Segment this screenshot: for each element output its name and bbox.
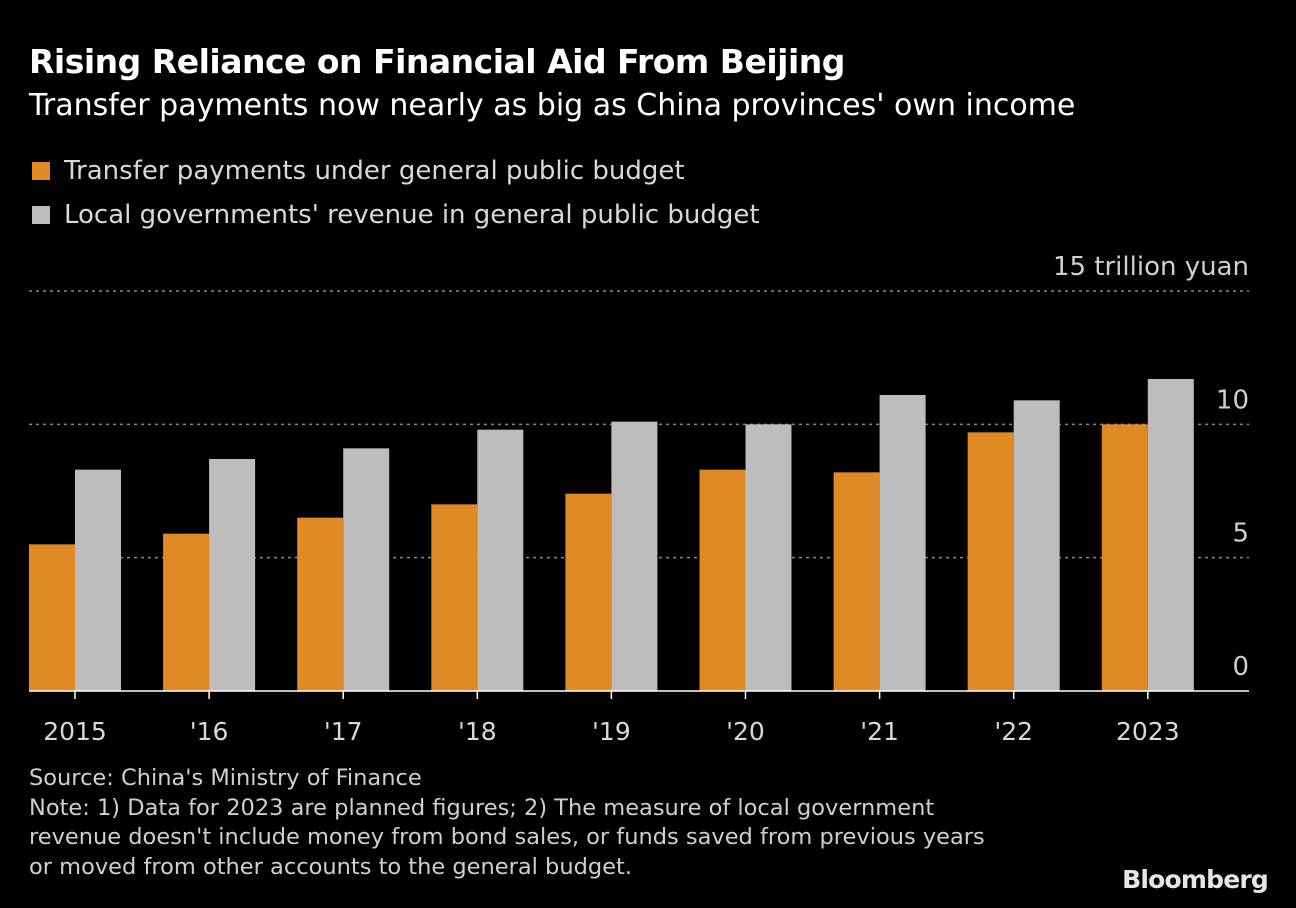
bar-transfer-3 xyxy=(431,504,478,691)
bar-transfer-0 xyxy=(29,544,75,691)
bar-revenue-5 xyxy=(745,424,792,691)
x-tick-label-4: '19 xyxy=(592,717,631,746)
y-tick-label-5: 5 xyxy=(1232,519,1249,549)
note-line-3: or moved from other accounts to the gene… xyxy=(29,853,632,880)
x-tick-label-7: '22 xyxy=(994,717,1033,746)
bar-revenue-3 xyxy=(477,429,524,691)
x-tick-label-6: '21 xyxy=(860,717,899,746)
legend-item-revenue: Local governments' revenue in general pu… xyxy=(32,200,760,230)
note-line-1: Note: 1) Data for 2023 are planned figur… xyxy=(29,794,935,821)
bar-revenue-8 xyxy=(1147,379,1194,691)
bar-revenue-0 xyxy=(75,469,121,691)
x-tick-label-1: '16 xyxy=(190,717,229,746)
bar-transfer-4 xyxy=(565,493,612,691)
x-tick-label-0: 2015 xyxy=(43,717,107,746)
chart-title: Rising Reliance on Financial Aid From Be… xyxy=(29,42,845,81)
chart-subtitle: Transfer payments now nearly as big as C… xyxy=(29,88,1076,123)
bar-revenue-1 xyxy=(209,459,256,691)
legend-label-transfer: Transfer payments under general public b… xyxy=(64,156,685,186)
bar-transfer-8 xyxy=(1101,424,1148,691)
x-tick-label-8: 2023 xyxy=(1116,717,1180,746)
y-tick-label-0: 0 xyxy=(1232,652,1249,682)
legend-swatch-transfer xyxy=(32,162,50,180)
bar-transfer-5 xyxy=(699,469,746,691)
bar-transfer-1 xyxy=(163,533,210,691)
legend-swatch-revenue xyxy=(32,206,50,224)
source-note: Source: China's Ministry of Finance xyxy=(29,765,422,791)
y-axis-unit-label: 15 trillion yuan xyxy=(1053,252,1249,282)
chart-footer: Source: China's Ministry of Finance Note… xyxy=(29,764,985,882)
y-tick-label-10: 10 xyxy=(1216,385,1249,415)
x-tick-label-3: '18 xyxy=(458,717,497,746)
legend-label-revenue: Local governments' revenue in general pu… xyxy=(64,200,760,230)
x-tick-label-5: '20 xyxy=(726,717,765,746)
bar-revenue-2 xyxy=(343,448,390,691)
bloomberg-logo: Bloomberg xyxy=(1122,865,1269,894)
bar-revenue-4 xyxy=(611,421,658,691)
x-tick-label-2: '17 xyxy=(324,717,363,746)
bar-revenue-6 xyxy=(879,395,926,691)
bar-revenue-7 xyxy=(1013,400,1060,691)
legend-item-transfer: Transfer payments under general public b… xyxy=(32,156,685,186)
bar-transfer-7 xyxy=(967,432,1014,691)
bar-transfer-6 xyxy=(833,472,880,691)
bar-transfer-2 xyxy=(297,517,344,691)
note-line-2: revenue doesn't include money from bond … xyxy=(29,824,985,850)
